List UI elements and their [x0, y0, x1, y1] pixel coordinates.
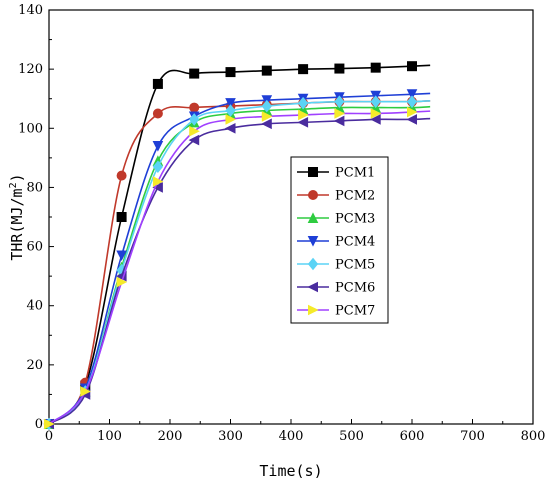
- data-point: [261, 118, 272, 130]
- y-tick-label: 80: [26, 180, 43, 195]
- legend-marker: [308, 190, 318, 200]
- series-pcm1: [44, 61, 431, 429]
- legend-item: PCM3: [297, 212, 375, 227]
- y-tick-label: 100: [18, 121, 43, 136]
- data-point: [298, 64, 309, 75]
- data-point: [225, 104, 236, 117]
- x-axis-title: Time(s): [259, 462, 322, 480]
- legend-marker: [307, 281, 318, 293]
- legend: PCM1 PCM2 PCM3 PCM4 PCM5 PCM6 PCM7: [290, 156, 389, 324]
- data-point: [116, 170, 127, 181]
- legend-item: PCM4: [297, 235, 375, 250]
- legend-marker: [308, 167, 318, 177]
- axes: 0 100 200 300 400 500 600 700 800 0 20 40 60 80 100 120…: [18, 3, 545, 444]
- x-tick-label: 500: [339, 429, 364, 444]
- data-point: [334, 63, 345, 74]
- legend-label: PCM6: [335, 281, 375, 296]
- data-point: [225, 67, 236, 78]
- y-axis-title-sup: 2: [8, 182, 19, 188]
- legend-marker: [307, 212, 319, 223]
- data-point: [152, 160, 164, 174]
- data-point: [152, 141, 164, 152]
- data-point: [261, 111, 273, 122]
- legend-label: PCM5: [335, 258, 375, 273]
- legend-label: PCM1: [335, 166, 375, 181]
- legend-item: PCM1: [297, 166, 375, 181]
- data-point: [407, 106, 418, 118]
- data-point: [116, 212, 127, 222]
- legend-item: PCM2: [297, 189, 375, 204]
- legend-label: PCM2: [335, 189, 375, 204]
- data-point: [152, 182, 163, 193]
- y-tick-label: 40: [26, 299, 43, 314]
- legend-marker: [307, 236, 319, 247]
- data-point: [370, 95, 381, 108]
- data-point: [225, 98, 236, 109]
- data-point: [189, 125, 200, 137]
- data-point: [44, 418, 55, 430]
- legend-marker: [308, 304, 319, 316]
- data-point: [116, 276, 128, 288]
- data-point: [298, 109, 309, 121]
- data-point: [261, 65, 272, 76]
- data-point: [224, 122, 236, 134]
- data-point: [152, 108, 163, 119]
- data-point: [80, 386, 91, 397]
- legend-label: PCM3: [335, 212, 375, 227]
- x-tick-label: 400: [279, 429, 304, 444]
- y-tick-label: 20: [26, 358, 43, 373]
- y-tick-label: 120: [18, 62, 43, 77]
- data-point: [188, 134, 200, 146]
- y-tick-label: 140: [18, 3, 43, 18]
- data-point: [370, 62, 381, 73]
- x-tick-label: 700: [460, 429, 485, 444]
- y-axis-title-close: ): [8, 173, 26, 182]
- x-tick-label: 800: [521, 429, 546, 444]
- data-point: [334, 95, 345, 108]
- data-point: [116, 250, 127, 262]
- y-tick-label: 60: [26, 240, 43, 255]
- data-point: [406, 95, 418, 108]
- data-point: [225, 114, 237, 125]
- legend-item: PCM5: [297, 258, 375, 273]
- data-point: [333, 115, 345, 127]
- data-point: [370, 114, 381, 125]
- data-point: [152, 176, 164, 187]
- x-tick-label: 100: [97, 429, 122, 444]
- data-point: [406, 114, 417, 125]
- x-tick-label: 300: [218, 429, 243, 444]
- data-point: [189, 68, 200, 79]
- x-tick-label: 0: [45, 429, 53, 444]
- data-point: [370, 108, 382, 119]
- data-point: [407, 61, 417, 72]
- x-tick-label: 200: [158, 429, 183, 444]
- data-point: [297, 96, 309, 110]
- legend-label: PCM4: [335, 235, 375, 250]
- series-pcm7: [44, 106, 431, 430]
- data-point: [261, 99, 272, 113]
- legend-label: PCM7: [335, 304, 375, 319]
- legend-marker: [307, 257, 319, 271]
- data-point: [189, 102, 200, 113]
- data-point: [297, 117, 309, 128]
- y-axis-title: THR(MJ/m2): [8, 173, 26, 260]
- data-point: [189, 113, 200, 126]
- data-point: [334, 108, 346, 119]
- y-tick-label: 0: [35, 417, 43, 432]
- data-point: [406, 89, 418, 100]
- series-layer: [43, 61, 431, 431]
- y-axis-title-main: THR(MJ/m: [8, 188, 26, 260]
- legend-item: PCM7: [297, 304, 375, 319]
- legend-box: [290, 156, 389, 324]
- legend-item: PCM6: [297, 281, 375, 296]
- data-point: [152, 78, 163, 89]
- x-tick-label: 600: [400, 429, 425, 444]
